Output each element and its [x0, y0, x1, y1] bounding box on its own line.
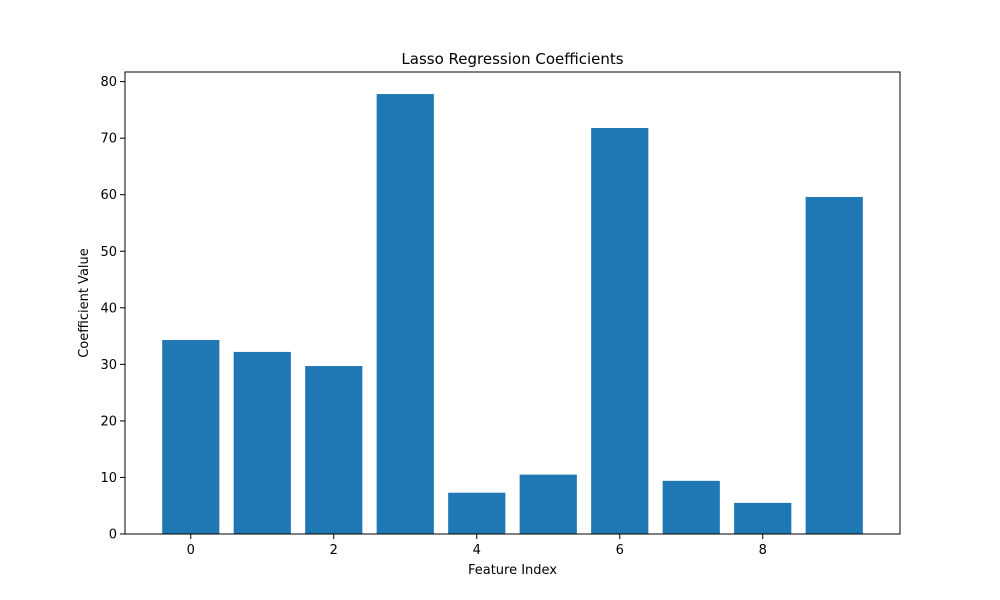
y-tick-label: 10 [100, 471, 117, 486]
y-tick-label: 50 [100, 245, 117, 260]
x-tick-label: 0 [187, 543, 195, 558]
y-tick-label: 20 [100, 414, 117, 429]
chart-title: Lasso Regression Coefficients [401, 50, 623, 68]
plot-frame [124, 71, 901, 535]
y-tick-label: 40 [100, 301, 117, 316]
bar-feature-0 [162, 340, 220, 534]
x-tick-label: 2 [330, 543, 338, 558]
x-axis: 0 2 4 6 8 [187, 534, 767, 558]
x-tick-label: 8 [759, 543, 767, 558]
bar-feature-7 [662, 480, 720, 534]
bar-feature-3 [376, 94, 434, 534]
bar-feature-5 [519, 474, 577, 534]
bar-feature-8 [734, 502, 792, 534]
x-tick-label: 6 [616, 543, 624, 558]
y-tick-label: 30 [100, 358, 117, 373]
bar-feature-6 [591, 127, 649, 535]
y-tick-label: 80 [100, 75, 117, 90]
y-tick-label: 0 [109, 528, 117, 543]
y-tick-label: 70 [100, 132, 117, 147]
y-axis: 0 10 20 30 40 50 60 70 80 [100, 75, 125, 543]
bar-feature-2 [305, 366, 363, 534]
x-axis-title: Feature Index [468, 563, 557, 578]
y-axis-title: Coefficient Value [77, 248, 92, 358]
bars-group [162, 94, 863, 535]
y-tick-label: 60 [100, 188, 117, 203]
x-tick-label: 4 [473, 543, 481, 558]
bar-feature-9 [805, 196, 863, 534]
bar-feature-1 [233, 351, 291, 534]
bar-feature-4 [448, 492, 506, 534]
